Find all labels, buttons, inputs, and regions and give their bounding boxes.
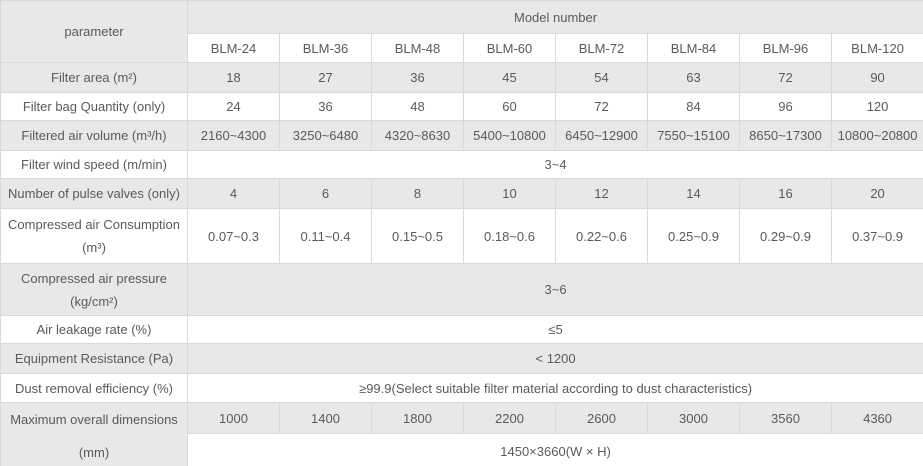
table-cell: 0.25~0.9 [647,208,740,264]
row-label: Air leakage rate (%) [0,315,188,344]
table-cell: 72 [739,62,832,93]
table-row-filter-bag-quantity: Filter bag Quantity (only) 24 36 48 60 7… [0,92,923,121]
row-label: Number of pulse valves (only) [0,178,188,209]
row-label: Maximum overall dimensions (mm) [0,402,188,466]
table-cell: 4360 [830,401,923,435]
table-row-filter-wind-speed: Filter wind speed (m/min) 3~4 [0,150,923,179]
table-cell: 96 [739,92,832,121]
merged-value-cell: ≤5 [186,315,923,344]
table-cell: 4 [187,178,280,209]
table-cell: 36 [279,92,372,121]
parameter-header-cell: parameter [0,0,188,63]
table-row-compressed-air-pressure: Compressed air pressure (kg/cm²) 3~6 [0,263,923,316]
row-label: Compressed air pressure (kg/cm²) [0,263,188,316]
table-row-filtered-air-volume: Filtered air volume (m³/h) 2160~4300 325… [0,120,923,151]
row-label: Dust removal efficiency (%) [0,373,188,403]
table-cell: 6450~12900 [555,120,648,151]
table-row-pulse-valves: Number of pulse valves (only) 4 6 8 10 1… [0,178,923,209]
table-cell: 0.07~0.3 [187,208,280,264]
table-cell: 3000 [647,401,740,435]
row-label: Filter wind speed (m/min) [0,150,188,179]
row-label-line2: (m³) [82,240,106,255]
table-cell: 2160~4300 [187,120,280,151]
table-cell: 0.22~0.6 [555,208,648,264]
table-cell: 12 [555,178,648,209]
table-cell: 1000 [187,401,280,435]
table-cell: 14 [647,178,740,209]
table-row-max-dimensions-wh: 1450×3660(W × H) [1,433,923,466]
model-column-header: BLM-60 [463,33,556,63]
table-cell: 1400 [279,401,372,435]
table-cell: 3560 [739,401,832,435]
table-cell: 18 [187,62,280,93]
table-cell: 0.11~0.4 [279,208,372,264]
table-row-dust-removal-efficiency: Dust removal efficiency (%) ≥99.9(Select… [0,373,923,403]
header-row-models: BLM-24 BLM-36 BLM-48 BLM-60 BLM-72 BLM-8… [1,33,923,63]
model-column-header: BLM-72 [555,33,648,63]
model-column-header: BLM-24 [187,33,280,63]
table-cell: 6 [279,178,372,209]
row-label-line1: Compressed air Consumption [8,217,180,232]
model-column-header: BLM-48 [371,33,464,63]
merged-value-cell: < 1200 [186,343,923,374]
table-cell: 60 [463,92,556,121]
table-cell: 84 [647,92,740,121]
model-column-header: BLM-84 [647,33,740,63]
row-label-line1: Compressed air pressure [21,270,167,286]
model-column-header: BLM-96 [739,33,832,63]
table-cell: 16 [739,178,832,209]
table-row-equipment-resistance: Equipment Resistance (Pa) < 1200 [0,343,923,374]
table-row-max-dimensions: Maximum overall dimensions (mm) 1000 140… [0,401,923,466]
table-cell: 90 [830,62,923,93]
table-cell: 7550~15100 [647,120,740,151]
model-column-header: BLM-36 [279,33,372,63]
table-cell: 20 [830,178,923,209]
header-row-group: parameter Model number [0,0,923,63]
table-cell: 72 [555,92,648,121]
table-cell: 1800 [371,401,464,435]
table-cell: 27 [279,62,372,93]
table-cell: 10800~20800 [830,120,923,151]
table-cell: 36 [371,62,464,93]
merged-value-cell: ≥99.9(Select suitable filter material ac… [186,373,923,403]
row-label: Equipment Resistance (Pa) [0,343,188,374]
row-label-line2: (kg/cm²) [70,293,118,309]
table-cell: 0.18~0.6 [463,208,556,264]
table-cell: 45 [463,62,556,93]
table-cell: 3250~6480 [279,120,372,151]
table-cell: 0.29~0.9 [739,208,832,264]
model-column-header: BLM-120 [830,33,923,63]
table-cell: 4320~8630 [371,120,464,151]
row-label: Compressed air Consumption (m³) [0,208,188,264]
table-cell: 8 [371,178,464,209]
row-label-line1: Maximum overall dimensions [10,412,178,427]
table-cell: 2200 [463,401,556,435]
row-label: Filtered air volume (m³/h) [0,120,188,151]
table-row-compressed-air-consumption: Compressed air Consumption (m³) 0.07~0.3… [0,208,923,264]
table-row-filter-area: Filter area (m²) 18 27 36 45 54 63 72 90 [0,62,923,93]
row-label: Filter bag Quantity (only) [0,92,188,121]
merged-value-cell: 3~4 [186,150,923,179]
table-cell: 63 [647,62,740,93]
table-cell: 8650~17300 [739,120,832,151]
table-cell: 2600 [555,401,648,435]
table-cell: 0.37~0.9 [830,208,923,264]
table-cell: 54 [555,62,648,93]
row-label-line2: (mm) [78,445,110,460]
table-row-air-leakage-rate: Air leakage rate (%) ≤5 [0,315,923,344]
table-cell: 48 [371,92,464,121]
model-number-group-header: Model number [186,0,923,34]
table-cell: 10 [463,178,556,209]
table-cell: 24 [187,92,280,121]
merged-value-cell: 1450×3660(W × H) [186,433,923,466]
merged-value-cell: 3~6 [186,263,923,316]
row-label: Filter area (m²) [0,62,188,93]
table-cell: 5400~10800 [463,120,556,151]
table-cell: 120 [830,92,923,121]
table-cell: 0.15~0.5 [371,208,464,264]
